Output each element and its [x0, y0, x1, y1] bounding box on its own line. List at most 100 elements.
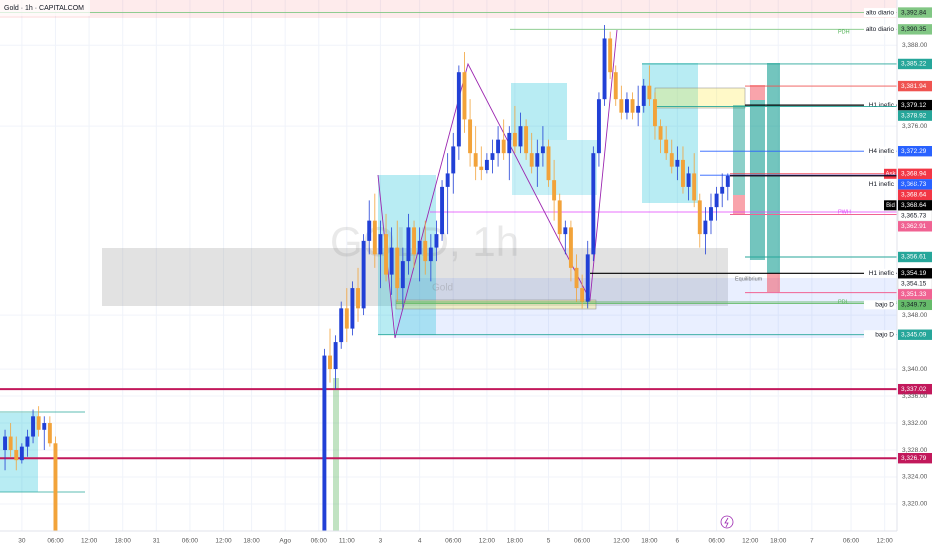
- candle-body: [630, 99, 635, 113]
- zones: [0, 0, 897, 531]
- position: [750, 100, 765, 260]
- levels: 3,392.84 alto diario 3,390.35 alto diario 3,…: [0, 7, 932, 464]
- x-tick-label: 18:00: [507, 538, 524, 545]
- x-tick-label: 12:00: [877, 538, 894, 545]
- label-bg: [864, 146, 896, 156]
- candle-body: [574, 267, 579, 289]
- level-label: bajo D: [875, 331, 894, 338]
- x-tick-label: 4: [418, 538, 422, 545]
- level-label: Bid: [886, 203, 895, 209]
- price-tag-label: 3,345.09: [901, 331, 927, 338]
- price-tag: [898, 168, 932, 180]
- x-tick-label: 12:00: [479, 538, 496, 545]
- x-tick-label: 7: [810, 538, 814, 545]
- position: [750, 85, 765, 100]
- level-label: alto diario: [866, 26, 895, 33]
- zone: [395, 299, 597, 310]
- label-bg: [864, 24, 896, 34]
- price-tag: [898, 200, 932, 211]
- position: [333, 378, 339, 531]
- x-tick-label: 18:00: [243, 538, 260, 545]
- candle-body: [518, 126, 523, 147]
- x-tick-label: 6: [676, 538, 680, 545]
- price-tag: [898, 452, 932, 464]
- countdown: 25:38: [902, 181, 919, 188]
- price-tag-label: 3,368.64: [901, 192, 927, 199]
- candle-body: [512, 132, 517, 147]
- x-tick-label: 12:00: [613, 538, 630, 545]
- zone: [395, 278, 897, 338]
- candle-body: [445, 173, 450, 187]
- x-tick-label: 06:00: [708, 538, 725, 545]
- candle-body: [563, 227, 568, 235]
- candle-body: [423, 240, 428, 262]
- label-bg: [864, 330, 896, 340]
- x-tick-label: 12:00: [215, 538, 232, 545]
- x-tick-label: 06:00: [843, 538, 860, 545]
- candle-body: [53, 443, 58, 531]
- label-bg: [864, 100, 896, 110]
- price-tag-label: 3,362.91: [901, 223, 927, 230]
- price-tag-label: 3,379.12: [901, 102, 927, 109]
- x-tick-label: Ago: [279, 538, 291, 545]
- candle-body: [568, 227, 573, 268]
- y-tick-label: 3,332.00: [902, 420, 928, 427]
- candles: [3, 24, 730, 531]
- candle-body: [546, 146, 551, 181]
- label-bg: [864, 8, 896, 18]
- candle-body: [3, 436, 8, 451]
- position: [767, 63, 780, 273]
- y-tick-label: 3,336.00: [902, 393, 928, 400]
- price-tag: [898, 289, 932, 300]
- candle-body: [428, 247, 433, 262]
- candle-body: [479, 166, 484, 171]
- event-icon: [724, 517, 729, 528]
- price-tag: [898, 24, 932, 35]
- candle-body: [417, 240, 422, 255]
- candle-body: [25, 436, 30, 447]
- price-tag: [898, 189, 932, 201]
- level-label: H1 inefic: [869, 181, 895, 188]
- candle-body: [389, 247, 394, 275]
- price-tag-label: 3,351.33: [901, 291, 927, 298]
- price-tag-label: 3,354.15: [901, 281, 927, 288]
- level-label: bajo D: [875, 302, 894, 309]
- candle-body: [434, 234, 439, 248]
- zone: [102, 248, 728, 306]
- candle-body: [692, 173, 697, 201]
- candle-body: [552, 180, 557, 201]
- candle-body: [664, 139, 669, 154]
- candle-body: [641, 85, 646, 106]
- level-label: H4 inefic: [869, 148, 895, 155]
- candle-body: [412, 227, 417, 255]
- price-tag-label: 3,372.29: [901, 148, 927, 155]
- candle-body: [591, 153, 596, 255]
- label-bg: [864, 268, 896, 278]
- chart-title: Gold · 1h · CAPITALCOM: [4, 5, 84, 12]
- x-tick-label: 18:00: [641, 538, 658, 545]
- candle-body: [490, 153, 495, 160]
- price-tag: [898, 179, 932, 190]
- x-tick-label: 11:00: [339, 538, 355, 545]
- price-tag-label: 3,392.84: [901, 9, 927, 16]
- title-bg: [0, 0, 90, 16]
- price-tag-label: 3,368.64: [901, 202, 927, 209]
- position: [733, 195, 745, 215]
- event-icon[interactable]: [720, 515, 734, 529]
- price-tag-label: 3,368.73: [901, 181, 927, 188]
- price-tag-label: 3,356.61: [901, 254, 927, 261]
- zone: [0, 0, 897, 18]
- candle-body: [669, 153, 674, 167]
- price-tag-label: 3,390.35: [901, 26, 927, 33]
- candle-body: [8, 436, 13, 451]
- price-tag-label: 3,378.92: [901, 112, 927, 119]
- candle-body: [602, 38, 607, 100]
- candle-body: [406, 227, 411, 262]
- candle-body: [344, 308, 349, 329]
- candle-body: [395, 247, 400, 289]
- candle-body: [47, 423, 52, 444]
- price-tag: [897, 210, 932, 222]
- position: [733, 105, 745, 195]
- x-tick-label: 31: [153, 538, 161, 545]
